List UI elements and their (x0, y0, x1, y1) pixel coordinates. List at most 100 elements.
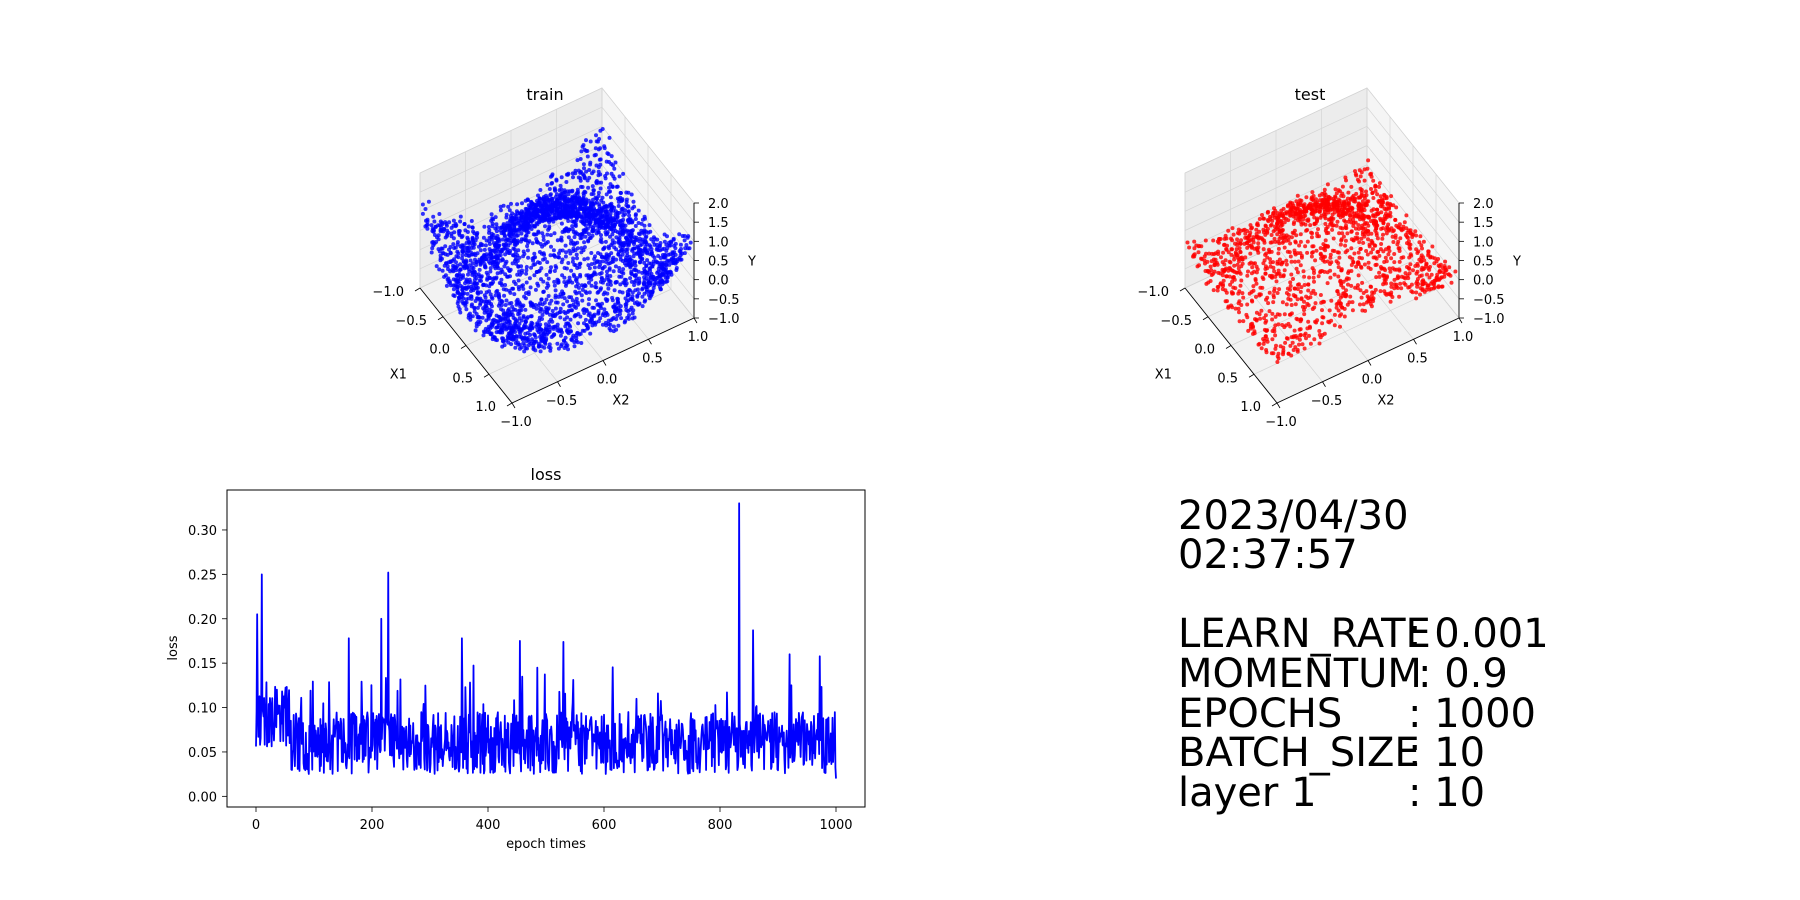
train-scatter-point (484, 299, 489, 304)
test-scatter-point (1204, 251, 1208, 256)
test-scatter-point (1288, 254, 1293, 259)
train-scatter-point (545, 281, 550, 286)
train-scatter-point (603, 320, 608, 325)
train-scatter-point (658, 241, 663, 245)
train-grid-line (419, 87, 603, 174)
test-scatter-point (1332, 312, 1337, 317)
test-scatter-point (1409, 289, 1414, 294)
train-scatter-point (622, 320, 627, 325)
test-scatter-point (1256, 342, 1261, 347)
test-scatter-point (1364, 189, 1368, 194)
train-grid-line (419, 126, 603, 212)
test-scatter-point (1345, 248, 1350, 253)
test-scatter-point (1263, 224, 1268, 229)
train-scatter-point (489, 256, 494, 261)
train-scatter-point (600, 259, 605, 264)
train-x2-tick-label: −0.5 (546, 394, 578, 409)
train-scatter-point (475, 315, 480, 320)
train-scatter-point (616, 300, 620, 305)
train-scatter-point (627, 229, 632, 234)
train-scatter-point (507, 208, 512, 213)
train-scatter-point (519, 217, 524, 222)
train-scatter-point (525, 244, 530, 249)
test-scatter-point (1398, 281, 1403, 286)
train-scatter-point (590, 273, 595, 278)
test-scatter-point (1344, 212, 1349, 217)
test-scatter-point (1332, 323, 1337, 328)
train-scatter-point (570, 298, 575, 303)
train-scatter-point (585, 154, 590, 159)
train-scatter-point (599, 286, 603, 291)
train-scatter-point (492, 335, 497, 340)
train-scatter-point (633, 263, 638, 268)
test-scatter-point (1185, 240, 1190, 245)
test-scatter-point (1379, 242, 1384, 246)
test-scatter-point (1289, 272, 1294, 277)
train-scatter-point (608, 282, 613, 287)
test-scatter-point (1443, 259, 1448, 264)
loss-ticks: 0 200 400 600 800 10000.000.050.100.150.200.2… (188, 524, 853, 833)
test-scatter-point (1342, 218, 1347, 223)
test-scatter-point (1302, 312, 1307, 317)
train-scatter-point (458, 310, 463, 315)
train-scatter-point (443, 244, 448, 249)
test-scatter-point (1351, 238, 1356, 243)
train-scatter-point (524, 265, 529, 269)
test-scatter-point (1265, 339, 1270, 344)
train-scatter-point (470, 261, 475, 266)
train-scatter-point (536, 230, 541, 235)
test-scatter-point (1321, 299, 1325, 304)
test-scatter-point (1322, 187, 1327, 192)
train-scatter-point (491, 233, 496, 237)
test-scatter-point (1369, 208, 1374, 213)
train-scatter-point (464, 253, 469, 258)
train-scatter-point (466, 272, 470, 277)
test-scatter-point (1287, 210, 1292, 215)
train-scatter-point (576, 321, 581, 326)
test-scatter-point (1288, 287, 1292, 292)
test-scatter-point (1259, 308, 1264, 313)
train-scatter-point (487, 235, 492, 240)
train-scatter-point (541, 203, 546, 208)
train-scatter-point (423, 207, 428, 211)
test-scatter-point (1306, 319, 1311, 324)
test-scatter-point (1403, 233, 1408, 237)
train-scatter-point (509, 201, 513, 206)
train-scatter-point (425, 226, 430, 231)
train-scatter-point (607, 267, 612, 272)
test-scatter-point (1251, 284, 1256, 289)
train-scatter-point (613, 264, 618, 269)
train-scatter-point (565, 315, 570, 320)
train-scatter-point (546, 276, 551, 281)
param-name-learn-rate: LEARN_RATE (1178, 611, 1431, 657)
test-scatter-point (1296, 259, 1301, 264)
test-scatter-point (1414, 233, 1419, 238)
test-scatter-point (1268, 214, 1272, 219)
test-scatter-point (1298, 319, 1303, 324)
test-scatter-point (1302, 274, 1307, 279)
test-scatter-point (1385, 274, 1389, 279)
train-scatter-point (429, 223, 434, 228)
train-scatter-point (632, 246, 636, 251)
train-scatter-point (586, 263, 591, 268)
train-scatter-point (660, 265, 665, 270)
test-scatter-point (1369, 187, 1373, 191)
train-scatter-point (517, 346, 522, 351)
train-scatter-point (565, 343, 570, 348)
loss-y-tick-label: 0.25 (188, 568, 217, 583)
test-scatter-point (1311, 194, 1316, 198)
test-scatter-point (1261, 247, 1266, 252)
train-scatter-point (570, 224, 575, 229)
test-scatter-point (1278, 234, 1283, 239)
train-scatter-point (517, 316, 522, 321)
train-z-tick-label: 0.5 (708, 255, 729, 270)
train-scatter-point (514, 209, 519, 214)
train-scatter-point (504, 224, 509, 228)
train-scatter-point (506, 319, 511, 324)
train-scatter-point (602, 245, 607, 250)
test-scatter-point (1345, 231, 1350, 236)
train-scatter-point (573, 277, 578, 282)
test-scatter-point (1415, 263, 1420, 268)
train-scatter-point (554, 265, 559, 270)
test-scatter-point (1387, 206, 1391, 211)
